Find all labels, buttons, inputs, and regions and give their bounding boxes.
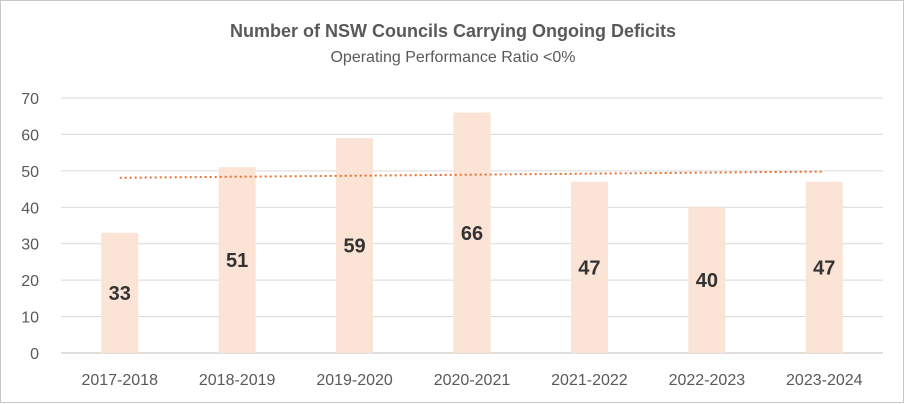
bar — [805, 181, 843, 353]
data-label: 59 — [343, 236, 365, 258]
x-tick-label: 2017-2018 — [81, 372, 158, 389]
y-tick-label: 50 — [21, 164, 39, 181]
x-tick-label: 2018-2019 — [199, 372, 276, 389]
x-tick-label: 2021-2022 — [551, 372, 628, 389]
y-tick-label: 10 — [21, 310, 39, 327]
y-tick-label: 0 — [30, 346, 39, 363]
y-tick-label: 20 — [21, 273, 39, 290]
bar — [218, 167, 256, 353]
y-tick-label: 70 — [21, 91, 39, 108]
y-tick-label: 30 — [21, 237, 39, 254]
x-tick-label: 2023-2024 — [786, 372, 863, 389]
bar — [336, 138, 374, 353]
data-label: 33 — [109, 283, 131, 305]
chart-subtitle: Operating Performance Ratio <0% — [330, 49, 576, 66]
data-label: 66 — [461, 223, 483, 245]
bar — [688, 207, 726, 353]
data-label: 47 — [578, 257, 600, 279]
data-label: 51 — [226, 250, 248, 272]
y-tick-label: 60 — [21, 127, 39, 144]
bar — [570, 181, 608, 353]
x-tick-label: 2019-2020 — [316, 372, 393, 389]
y-tick-label: 40 — [21, 200, 39, 217]
x-tick-label: 2022-2023 — [669, 372, 746, 389]
bar — [453, 112, 491, 353]
x-tick-label: 2020-2021 — [434, 372, 511, 389]
bar — [101, 232, 139, 353]
chart-title: Number of NSW Councils Carrying Ongoing … — [229, 21, 677, 41]
data-label: 40 — [696, 270, 718, 292]
data-label: 47 — [813, 257, 835, 279]
